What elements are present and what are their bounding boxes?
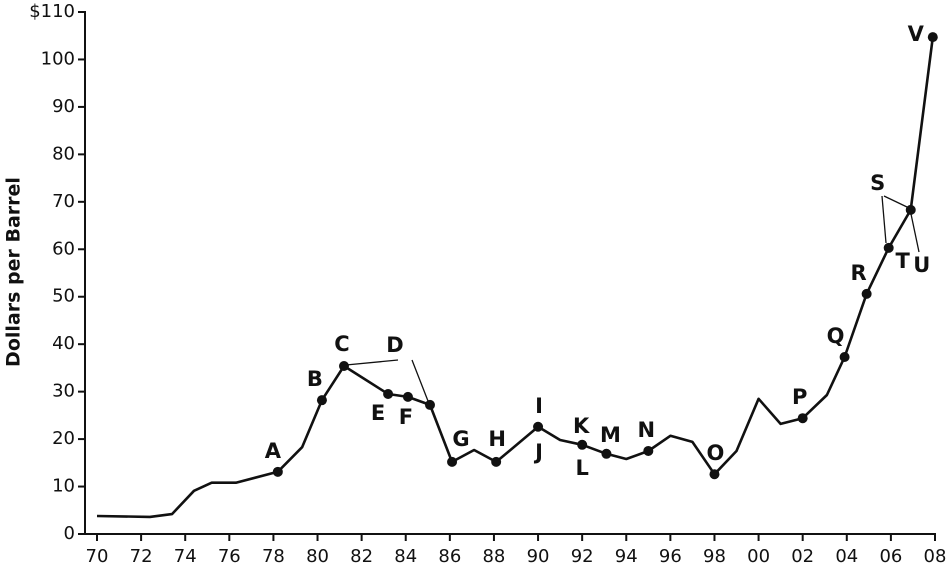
x-tick-label: 72 bbox=[130, 546, 153, 567]
point-label: R bbox=[851, 261, 867, 285]
data-point bbox=[797, 413, 808, 424]
point-label: P bbox=[792, 385, 807, 409]
y-tick-label: 30 bbox=[52, 381, 75, 402]
x-tick-label: 82 bbox=[350, 546, 373, 567]
data-point bbox=[491, 456, 502, 467]
point-label: A bbox=[265, 439, 282, 463]
leader-line bbox=[345, 359, 399, 366]
point-label: B bbox=[307, 367, 323, 391]
point-label: Q bbox=[827, 324, 845, 348]
y-tick-label: 70 bbox=[52, 191, 75, 212]
leader-line bbox=[883, 195, 908, 208]
point-label: O bbox=[707, 441, 725, 465]
x-tick-label: 84 bbox=[394, 546, 417, 567]
price-line bbox=[96, 37, 935, 519]
data-point bbox=[447, 456, 458, 467]
point-label: H bbox=[488, 427, 506, 451]
y-tick-label: 100 bbox=[41, 48, 75, 69]
point-label: U bbox=[913, 253, 930, 277]
x-tick-label: 06 bbox=[879, 546, 902, 567]
data-point bbox=[861, 288, 872, 299]
point-label: T bbox=[896, 249, 911, 273]
leader-line bbox=[411, 359, 429, 402]
y-tick-label: 20 bbox=[52, 428, 75, 449]
point-label: M bbox=[600, 423, 621, 447]
x-tick-label: 78 bbox=[262, 546, 285, 567]
x-tick-label: 98 bbox=[703, 546, 726, 567]
data-point bbox=[839, 351, 850, 362]
data-point bbox=[577, 439, 588, 450]
data-point bbox=[927, 32, 938, 43]
data-point bbox=[709, 469, 720, 480]
point-label: E bbox=[371, 401, 385, 425]
point-label: I bbox=[535, 394, 543, 418]
data-point bbox=[643, 445, 654, 456]
point-label: C bbox=[334, 332, 349, 356]
x-tick-label: 94 bbox=[615, 546, 638, 567]
y-tick-label: 90 bbox=[52, 96, 75, 117]
x-tick-label: 74 bbox=[174, 546, 197, 567]
x-tick-label: 02 bbox=[791, 546, 814, 567]
data-point bbox=[905, 204, 916, 215]
point-label: G bbox=[452, 427, 469, 451]
data-point bbox=[383, 389, 394, 400]
y-axis-title: Dollars per Barrel bbox=[3, 177, 25, 367]
point-label: N bbox=[638, 418, 656, 442]
data-point bbox=[402, 391, 413, 402]
point-label: L bbox=[575, 456, 588, 480]
y-tick-label: 50 bbox=[52, 286, 75, 307]
point-label: V bbox=[908, 22, 925, 46]
data-point bbox=[338, 361, 349, 372]
data-point bbox=[424, 399, 435, 410]
point-label: K bbox=[573, 414, 590, 438]
data-point bbox=[601, 448, 612, 459]
x-tick-label: 96 bbox=[659, 546, 682, 567]
x-tick-label: 76 bbox=[218, 546, 241, 567]
x-tick-label: 04 bbox=[835, 546, 858, 567]
y-tick-label: 40 bbox=[52, 333, 75, 354]
data-point bbox=[883, 242, 894, 253]
y-tick-label: 80 bbox=[52, 143, 75, 164]
x-tick-label: 86 bbox=[438, 546, 461, 567]
x-tick-label: 88 bbox=[482, 546, 505, 567]
data-point bbox=[533, 421, 544, 432]
leader-line bbox=[881, 195, 887, 244]
y-tick-label: 0 bbox=[64, 523, 75, 544]
x-tick-label: 92 bbox=[571, 546, 594, 567]
data-point bbox=[316, 395, 327, 406]
x-tick-label: 80 bbox=[306, 546, 329, 567]
point-label: J bbox=[533, 440, 543, 464]
point-label: D bbox=[386, 333, 403, 357]
point-label: S bbox=[870, 171, 885, 195]
y-tick-label: $110 bbox=[29, 1, 75, 22]
x-tick-label: 00 bbox=[747, 546, 770, 567]
y-tick-label: 60 bbox=[52, 238, 75, 259]
x-tick-label: 90 bbox=[527, 546, 550, 567]
x-tick-label: 70 bbox=[86, 546, 109, 567]
leader-line bbox=[910, 213, 920, 253]
y-tick-label: 10 bbox=[52, 476, 75, 497]
data-point bbox=[272, 466, 283, 477]
point-label: F bbox=[399, 405, 413, 429]
x-tick-label: 08 bbox=[924, 546, 947, 567]
